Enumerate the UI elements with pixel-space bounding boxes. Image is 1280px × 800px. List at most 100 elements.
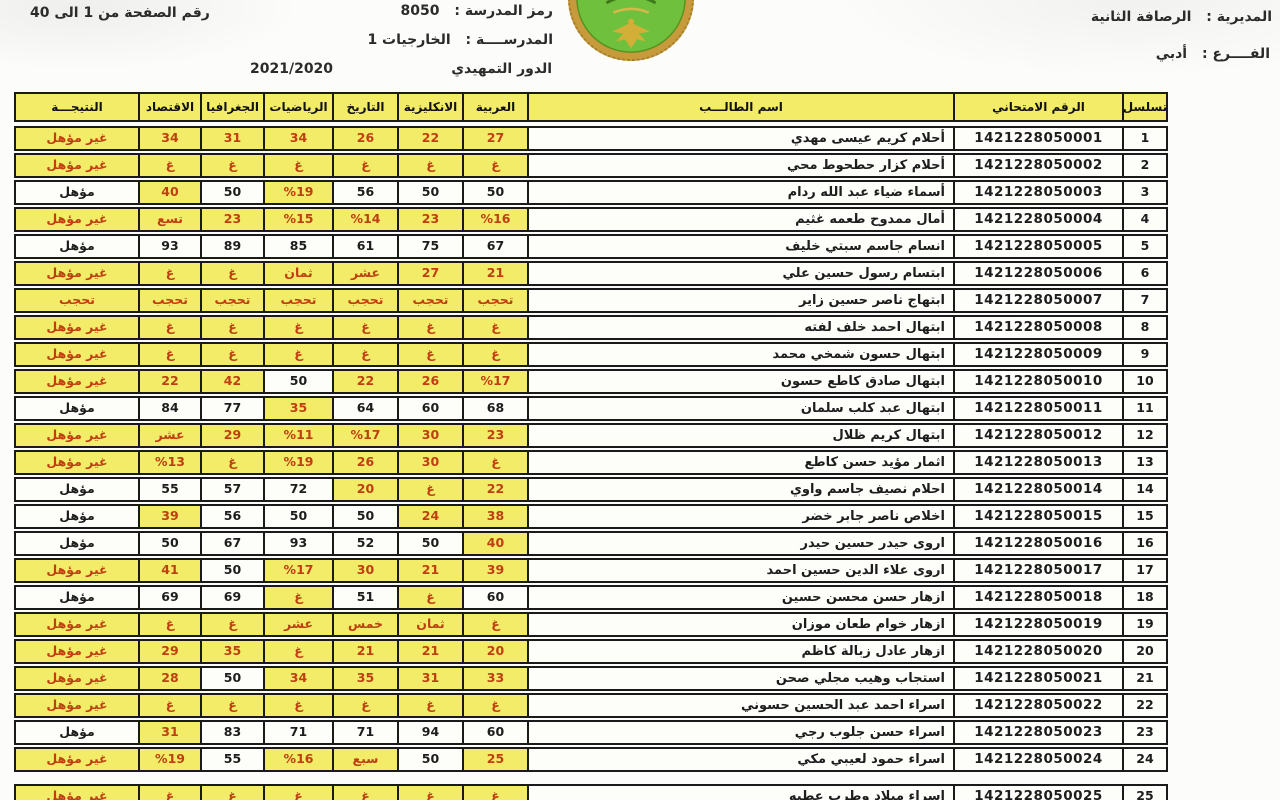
geography-score-cell: 77 bbox=[200, 396, 263, 421]
school-name-value: الخارجيات 1 bbox=[367, 32, 451, 48]
english-score-cell: 22 bbox=[397, 126, 462, 151]
math-score-cell: 85 bbox=[263, 234, 332, 259]
arabic-score-cell: 20 bbox=[462, 639, 527, 664]
arabic-score-cell: 38 bbox=[462, 504, 527, 529]
table-row: 10 1421228050010 ابتهال صادق كاطع حسون %… bbox=[14, 369, 1168, 394]
history-score-cell: 71 bbox=[332, 720, 397, 745]
arabic-score-cell: غ bbox=[462, 450, 527, 475]
col-result-header: النتيجـــة bbox=[14, 92, 138, 122]
arabic-score-cell: %17 bbox=[462, 369, 527, 394]
history-score-cell: 26 bbox=[332, 126, 397, 151]
geography-score-cell: 50 bbox=[200, 180, 263, 205]
math-score-cell: 50 bbox=[263, 369, 332, 394]
history-score-cell: خمس bbox=[332, 612, 397, 637]
school-code-value: 8050 bbox=[400, 3, 440, 19]
result-cell: مؤهل bbox=[14, 477, 138, 502]
geography-score-cell: 69 bbox=[200, 585, 263, 610]
economics-score-cell: 50 bbox=[138, 531, 200, 556]
exam-number-cell: 1421228050012 bbox=[953, 423, 1122, 448]
geography-score-cell: 29 bbox=[200, 423, 263, 448]
directorate-line: المديرية : الرصافة الثانية bbox=[1091, 9, 1272, 25]
english-score-cell: 60 bbox=[397, 396, 462, 421]
economics-score-cell: 69 bbox=[138, 585, 200, 610]
math-score-cell: غ bbox=[263, 153, 332, 178]
arabic-score-cell: غ bbox=[462, 342, 527, 367]
english-score-cell: غ bbox=[397, 585, 462, 610]
result-cell: مؤهل bbox=[14, 234, 138, 259]
exam-number-cell: 1421228050004 bbox=[953, 207, 1122, 232]
result-cell: غير مؤهل bbox=[14, 207, 138, 232]
math-score-cell: غ bbox=[263, 342, 332, 367]
math-score-cell: غ bbox=[263, 693, 332, 718]
serial-cell: 14 bbox=[1122, 477, 1168, 502]
geography-score-cell: 42 bbox=[200, 369, 263, 394]
col-serial-header: تسلسل bbox=[1122, 92, 1168, 122]
math-score-cell: 93 bbox=[263, 531, 332, 556]
math-score-cell: %11 bbox=[263, 423, 332, 448]
result-cell: مؤهل bbox=[14, 180, 138, 205]
exam-number-cell: 1421228050008 bbox=[953, 315, 1122, 340]
math-score-cell: غ bbox=[263, 639, 332, 664]
result-cell: غير مؤهل bbox=[14, 450, 138, 475]
directorate-label: المديرية : bbox=[1206, 9, 1272, 25]
math-score-cell: 35 bbox=[263, 396, 332, 421]
exam-number-cell: 1421228050011 bbox=[953, 396, 1122, 421]
arabic-score-cell: 40 bbox=[462, 531, 527, 556]
geography-score-cell: 67 bbox=[200, 531, 263, 556]
geography-score-cell: 83 bbox=[200, 720, 263, 745]
history-score-cell: غ bbox=[332, 153, 397, 178]
serial-cell: 20 bbox=[1122, 639, 1168, 664]
math-score-cell: 50 bbox=[263, 504, 332, 529]
history-score-cell: 22 bbox=[332, 369, 397, 394]
english-score-cell: 21 bbox=[397, 558, 462, 583]
economics-score-cell: 22 bbox=[138, 369, 200, 394]
economics-score-cell: غ bbox=[138, 342, 200, 367]
history-score-cell: 50 bbox=[332, 504, 397, 529]
geography-score-cell: 50 bbox=[200, 558, 263, 583]
geography-score-cell: 57 bbox=[200, 477, 263, 502]
history-score-cell: غ bbox=[332, 693, 397, 718]
arabic-score-cell: 60 bbox=[462, 585, 527, 610]
arabic-score-cell: 21 bbox=[462, 261, 527, 286]
serial-cell: 10 bbox=[1122, 369, 1168, 394]
geography-score-cell: غ bbox=[200, 342, 263, 367]
student-name-cell: ابتسام رسول حسين علي bbox=[527, 261, 953, 286]
history-score-cell: 21 bbox=[332, 639, 397, 664]
serial-cell: 7 bbox=[1122, 288, 1168, 313]
student-name-cell: أحلام كزار حطحوط محي bbox=[527, 153, 953, 178]
math-score-cell: %19 bbox=[263, 180, 332, 205]
arabic-score-cell: 23 bbox=[462, 423, 527, 448]
geography-score-cell: غ bbox=[200, 261, 263, 286]
math-score-cell: %16 bbox=[263, 747, 332, 772]
economics-score-cell: 28 bbox=[138, 666, 200, 691]
col-math-header: الرياضيات bbox=[263, 92, 332, 122]
exam-number-cell: 1421228050020 bbox=[953, 639, 1122, 664]
math-score-cell: غ bbox=[263, 315, 332, 340]
geography-score-cell: غ bbox=[200, 693, 263, 718]
table-row: 11 1421228050011 ابتهال عبد كلب سلمان 68… bbox=[14, 396, 1168, 421]
arabic-score-cell: 27 bbox=[462, 126, 527, 151]
history-score-cell: 35 bbox=[332, 666, 397, 691]
economics-score-cell: تحجب bbox=[138, 288, 200, 313]
exam-number-cell: 1421228050007 bbox=[953, 288, 1122, 313]
table-row: 21 1421228050021 استجاب وهيب مجلي صحن 33… bbox=[14, 666, 1168, 691]
economics-score-cell: 40 bbox=[138, 180, 200, 205]
page-range-label: رقم الصفحة من 1 الى 40 bbox=[30, 5, 210, 21]
history-score-cell: %17 bbox=[332, 423, 397, 448]
english-score-cell: 21 bbox=[397, 639, 462, 664]
table-row: 14 1421228050014 احلام نصيف جاسم واوي 22… bbox=[14, 477, 1168, 502]
math-score-cell: عشر bbox=[263, 612, 332, 637]
table-row: 19 1421228050019 ازهار خوام طعان موزان غ… bbox=[14, 612, 1168, 637]
exam-number-cell: 1421228050009 bbox=[953, 342, 1122, 367]
serial-cell: 17 bbox=[1122, 558, 1168, 583]
serial-cell: 15 bbox=[1122, 504, 1168, 529]
student-name-cell: ابتهال حسون شمخي محمد bbox=[527, 342, 953, 367]
english-score-cell: غ bbox=[397, 315, 462, 340]
student-name-cell: اسراء حمود لعيبي مكي bbox=[527, 747, 953, 772]
student-name-cell: أحلام كريم عيسى مهدي bbox=[527, 126, 953, 151]
geography-score-cell: غ bbox=[200, 315, 263, 340]
exam-round-label: الدور التمهيدي bbox=[451, 61, 552, 77]
economics-score-cell: 55 bbox=[138, 477, 200, 502]
math-score-cell: %15 bbox=[263, 207, 332, 232]
result-cell: غير مؤهل bbox=[14, 261, 138, 286]
